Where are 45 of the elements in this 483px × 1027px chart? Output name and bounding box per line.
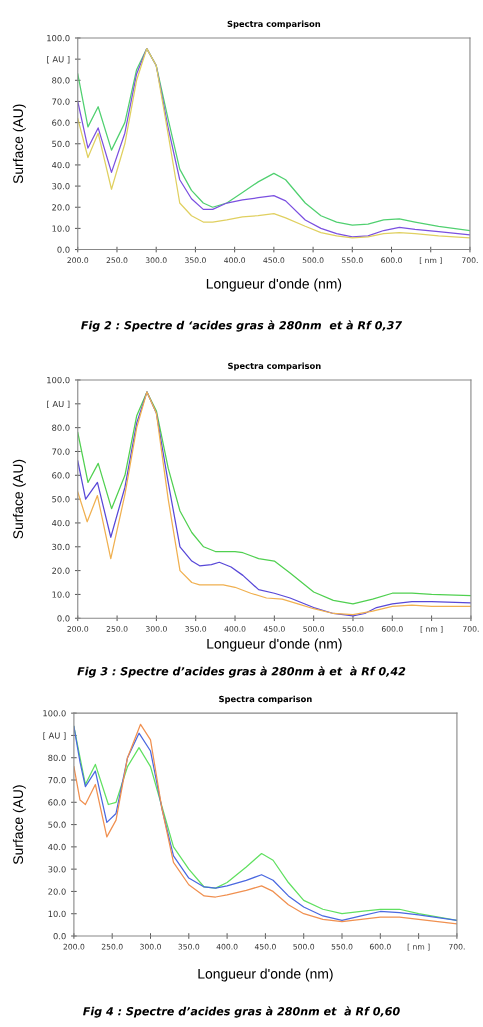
chart-title: Spectra comparison xyxy=(219,695,312,704)
chart-title: Spectra comparison xyxy=(228,362,321,371)
y-tick-label: [ AU ] xyxy=(47,400,70,409)
y-tick-label: 10.0 xyxy=(52,591,70,598)
y-tick-label: 10.0 xyxy=(52,225,70,232)
y-tick-label: 20.0 xyxy=(52,204,70,211)
y-tick-label: 20.0 xyxy=(52,567,70,574)
x-axis-title: Longueur d'onde (nm) xyxy=(198,968,333,982)
y-tick-label: 70.0 xyxy=(48,776,66,784)
y-tick-label: 0.0 xyxy=(57,615,70,622)
y-tick-label: 40.0 xyxy=(48,843,66,851)
y-tick-label: 0.0 xyxy=(57,246,70,253)
y-tick-label: [ AU ] xyxy=(43,732,66,740)
y-tick-label: 30.0 xyxy=(52,183,70,190)
caption: Fig 3 : Spectre d’acides gras à 280nm à et à Rf 0,42 xyxy=(77,666,406,678)
y-tick-label: 10.0 xyxy=(48,910,66,918)
x-axis-title: Longueur d'onde (nm) xyxy=(207,638,342,652)
y-tick-label: 40.0 xyxy=(51,161,70,169)
y-tick-label: 80.0 xyxy=(52,77,70,84)
y-tick-label: 60.0 xyxy=(48,799,66,806)
y-tick-label: 0.0 xyxy=(53,932,66,940)
y-tick-label: 100.0 xyxy=(47,376,70,384)
y-tick-label: 100.0 xyxy=(43,710,66,717)
y-tick-label: [ AU ] xyxy=(47,55,70,64)
caption: Fig 2 : Spectre d ‘acides gras à 280nm et à Rf 0,37 xyxy=(81,320,403,332)
y-tick-label: 70.0 xyxy=(52,448,70,455)
y-tick-label: 60.0 xyxy=(52,472,70,479)
y-tick-label: 50.0 xyxy=(52,496,70,503)
caption: Fig 4 : Spectre d’acides gras à 280nm et à Rf 0,60 xyxy=(83,1006,400,1018)
y-tick-label: 100.0 xyxy=(47,34,70,42)
y-tick-label: 80.0 xyxy=(48,754,66,762)
y-tick-label: 30.0 xyxy=(52,543,70,551)
y-tick-label: 80.0 xyxy=(52,424,70,431)
y-axis-title: Surface (AU) xyxy=(12,104,26,184)
chart-title: Spectra comparison xyxy=(227,20,321,29)
y-tick-label: 60.0 xyxy=(52,119,70,126)
y-tick-label: 40.0 xyxy=(51,519,70,527)
y-tick-label: 20.0 xyxy=(48,888,66,895)
x-axis-title: Longueur d'onde (nm) xyxy=(206,278,342,292)
y-tick-label: 50.0 xyxy=(52,140,70,148)
y-tick-label: 50.0 xyxy=(48,821,66,828)
y-axis-title: Surface (AU) xyxy=(12,459,26,539)
y-axis-title: Surface (AU) xyxy=(12,785,26,865)
y-tick-label: 30.0 xyxy=(48,866,66,873)
y-tick-label: 70.0 xyxy=(52,98,70,105)
